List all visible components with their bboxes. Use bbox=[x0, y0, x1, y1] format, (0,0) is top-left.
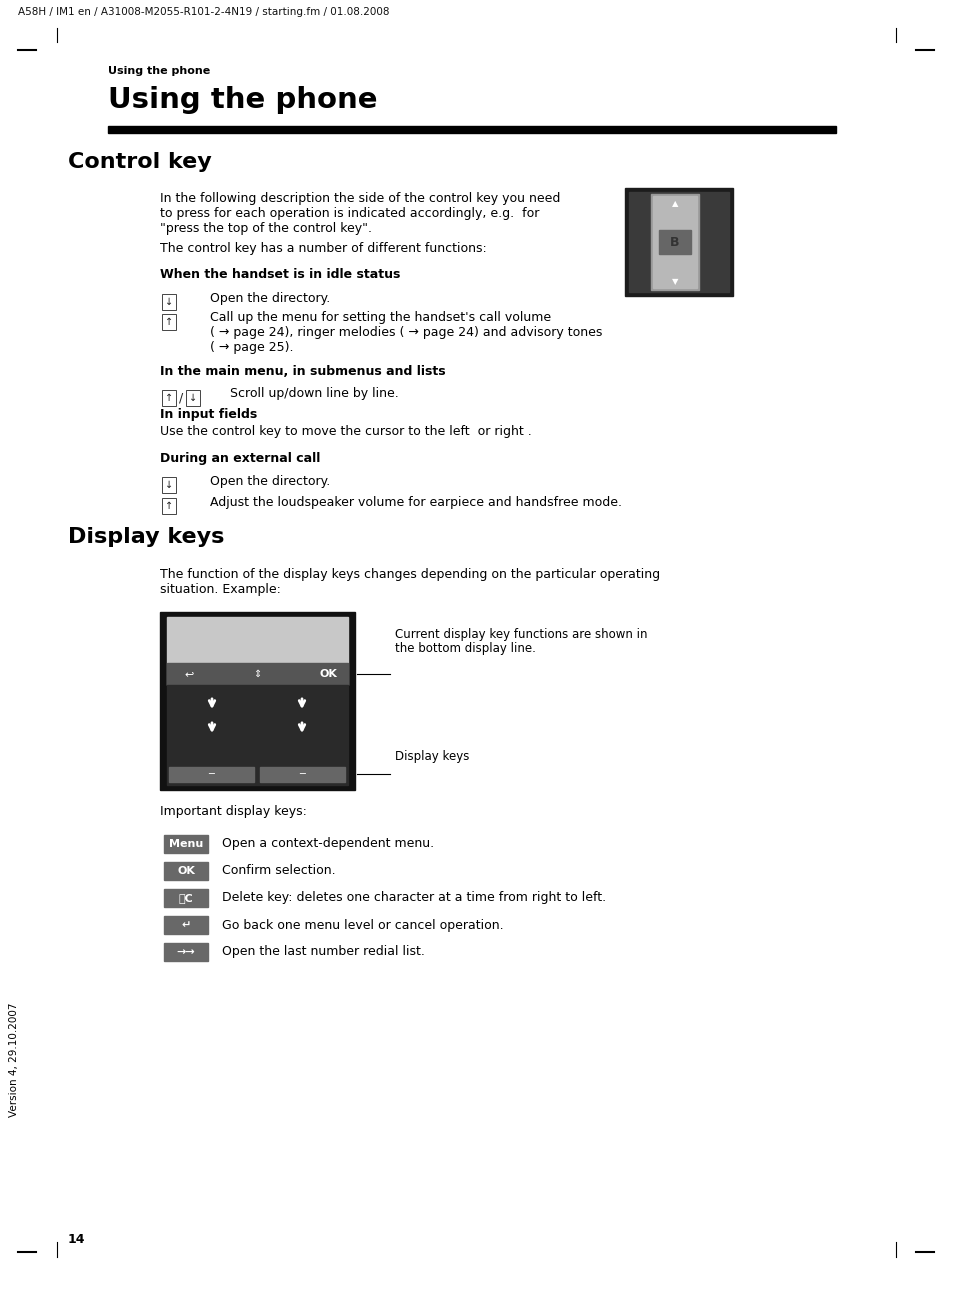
Text: "press the top of the control key".: "press the top of the control key". bbox=[160, 222, 372, 235]
Text: ↓: ↓ bbox=[189, 393, 197, 403]
Text: 14: 14 bbox=[68, 1233, 86, 1246]
Text: →→: →→ bbox=[176, 948, 195, 957]
Text: Display keys: Display keys bbox=[68, 527, 224, 548]
Text: Use the control key to move the cursor to the left  or right .: Use the control key to move the cursor t… bbox=[160, 425, 531, 438]
Bar bbox=[164, 942, 208, 961]
Text: ↓: ↓ bbox=[165, 297, 172, 307]
Bar bbox=[260, 767, 345, 782]
Bar bbox=[164, 889, 208, 907]
Text: ↑: ↑ bbox=[165, 501, 172, 511]
Bar bbox=[164, 863, 208, 880]
Text: ( → page 25).: ( → page 25). bbox=[210, 341, 294, 354]
Text: Display keys: Display keys bbox=[395, 750, 469, 763]
Text: to press for each operation is indicated accordingly, e.g.  for: to press for each operation is indicated… bbox=[160, 207, 538, 220]
Text: ─: ─ bbox=[208, 769, 213, 779]
Text: ▲: ▲ bbox=[671, 200, 678, 209]
Text: Go back one menu level or cancel operation.: Go back one menu level or cancel operati… bbox=[222, 919, 503, 932]
Text: Call up the menu for setting the handset's call volume: Call up the menu for setting the handset… bbox=[210, 311, 551, 324]
Bar bbox=[162, 314, 175, 329]
Bar bbox=[167, 685, 348, 765]
Text: /: / bbox=[179, 392, 183, 404]
Text: OK: OK bbox=[318, 669, 336, 680]
Text: ↑: ↑ bbox=[165, 393, 172, 403]
Text: Control key: Control key bbox=[68, 152, 212, 173]
Bar bbox=[167, 765, 348, 786]
Bar bbox=[162, 389, 175, 406]
Text: In the following description the side of the control key you need: In the following description the side of… bbox=[160, 192, 559, 205]
Text: Open the last number redial list.: Open the last number redial list. bbox=[222, 945, 424, 958]
Text: Open a context-dependent menu.: Open a context-dependent menu. bbox=[222, 838, 434, 851]
Text: ↑: ↑ bbox=[165, 318, 172, 327]
Text: A58H / IM1 en / A31008-M2055-R101-2-4N19 / starting.fm / 01.08.2008: A58H / IM1 en / A31008-M2055-R101-2-4N19… bbox=[18, 7, 389, 17]
Text: 〈C: 〈C bbox=[178, 893, 193, 903]
Text: ( → page 24), ringer melodies ( → page 24) and advisory tones: ( → page 24), ringer melodies ( → page 2… bbox=[210, 325, 601, 339]
Text: situation. Example:: situation. Example: bbox=[160, 583, 280, 596]
Bar bbox=[169, 767, 253, 782]
Bar bbox=[650, 193, 699, 290]
Bar bbox=[628, 192, 728, 291]
Text: ↩: ↩ bbox=[184, 669, 193, 680]
Text: Using the phone: Using the phone bbox=[108, 65, 210, 76]
Text: When the handset is in idle status: When the handset is in idle status bbox=[160, 268, 400, 281]
Bar bbox=[167, 663, 348, 685]
Bar bbox=[186, 389, 200, 406]
Text: Version 4, 29.10.2007: Version 4, 29.10.2007 bbox=[9, 1002, 19, 1117]
Text: Menu: Menu bbox=[169, 839, 203, 850]
Text: Open the directory.: Open the directory. bbox=[210, 474, 330, 488]
Text: In input fields: In input fields bbox=[160, 408, 257, 421]
Bar bbox=[162, 477, 175, 493]
Text: During an external call: During an external call bbox=[160, 452, 320, 465]
Text: Scroll up/down line by line.: Scroll up/down line by line. bbox=[230, 387, 398, 400]
Text: ↓: ↓ bbox=[165, 480, 172, 490]
Bar bbox=[164, 835, 208, 853]
Text: OK: OK bbox=[177, 867, 194, 876]
Text: ⇕: ⇕ bbox=[253, 669, 261, 680]
Text: ─: ─ bbox=[298, 769, 305, 779]
Text: Adjust the loudspeaker volume for earpiece and handsfree mode.: Adjust the loudspeaker volume for earpie… bbox=[210, 495, 621, 508]
Text: Important display keys:: Important display keys: bbox=[160, 805, 307, 818]
Text: Confirm selection.: Confirm selection. bbox=[222, 864, 335, 877]
Bar bbox=[108, 125, 835, 133]
Bar bbox=[160, 612, 355, 789]
Bar bbox=[162, 294, 175, 310]
Text: The function of the display keys changes depending on the particular operating: The function of the display keys changes… bbox=[160, 569, 659, 582]
Text: ↵: ↵ bbox=[181, 920, 191, 931]
Text: Open the directory.: Open the directory. bbox=[210, 291, 330, 305]
Text: ▼: ▼ bbox=[671, 277, 678, 286]
Text: In the main menu, in submenus and lists: In the main menu, in submenus and lists bbox=[160, 365, 445, 378]
Text: Delete key: deletes one character at a time from right to left.: Delete key: deletes one character at a t… bbox=[222, 891, 605, 904]
Text: The control key has a number of different functions:: The control key has a number of differen… bbox=[160, 242, 486, 255]
Text: B: B bbox=[670, 235, 679, 248]
Bar bbox=[652, 196, 697, 288]
Text: Current display key functions are shown in: Current display key functions are shown … bbox=[395, 627, 647, 640]
Text: the bottom display line.: the bottom display line. bbox=[395, 642, 536, 655]
Text: Using the phone: Using the phone bbox=[108, 86, 377, 114]
Bar bbox=[624, 188, 732, 295]
Bar bbox=[164, 916, 208, 935]
Bar bbox=[167, 617, 348, 685]
Bar bbox=[659, 230, 690, 254]
Bar bbox=[162, 498, 175, 514]
